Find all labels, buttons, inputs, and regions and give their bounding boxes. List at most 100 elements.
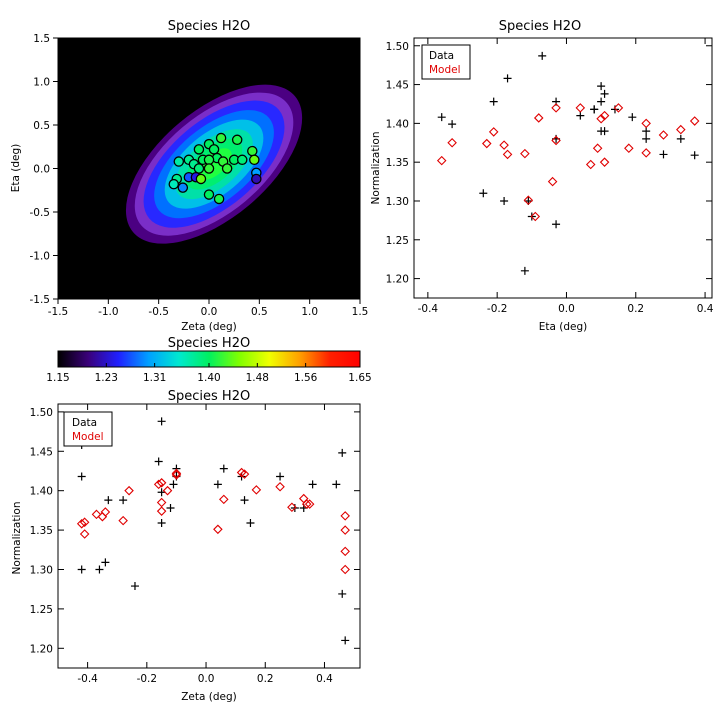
eta-plot-model-point bbox=[436, 155, 447, 166]
map-ytick-label: 0.0 bbox=[33, 164, 50, 176]
eta-plot-model-point bbox=[599, 110, 610, 121]
zeta-plot-model-point bbox=[340, 511, 350, 521]
zeta-plot-ytick-label: 1.40 bbox=[30, 486, 53, 498]
map-y-label: Eta (deg) bbox=[10, 144, 22, 193]
eta-plot-ytick-label: 1.25 bbox=[386, 235, 409, 247]
map-data-point bbox=[236, 154, 248, 166]
map-ytick-label: 0.5 bbox=[33, 120, 50, 132]
eta-plot-ytick-label: 1.50 bbox=[386, 41, 409, 53]
zeta-plot-model-point bbox=[340, 525, 350, 535]
eta-plot-data-point bbox=[628, 113, 637, 122]
zeta-plot-xtick-label: -0.2 bbox=[137, 673, 158, 685]
eta-plot-model-point bbox=[689, 116, 700, 126]
eta-plot-data-point bbox=[590, 105, 599, 114]
eta-plot-ytick-label: 1.45 bbox=[386, 80, 409, 92]
map-data-point bbox=[195, 173, 207, 185]
map-panel: Species H2O -1.5 -1.0 -0.5 0.0 0.5 1.0 1.5-1.5… bbox=[10, 19, 368, 333]
map-title: Species H2O bbox=[168, 19, 250, 34]
zeta-plot-model-point bbox=[79, 517, 90, 527]
eta-legend-box bbox=[421, 44, 471, 80]
zeta-plot-xtick-label: 0.4 bbox=[316, 673, 333, 685]
zeta-plot-model-point bbox=[156, 497, 167, 508]
map-data-point bbox=[173, 156, 185, 167]
map-data-point bbox=[168, 178, 180, 190]
map-xtick-label: -0.5 bbox=[148, 306, 169, 318]
zeta-legend-model: Model bbox=[72, 431, 104, 443]
zeta-plot-ytick-label: 1.45 bbox=[30, 446, 53, 458]
zeta-plot-model-point bbox=[153, 479, 164, 490]
zeta-plot-model-point bbox=[124, 485, 134, 496]
eta-plot-model-point bbox=[613, 103, 624, 113]
eta-plot-data-point bbox=[489, 97, 498, 106]
eta-plot-model-point bbox=[599, 157, 610, 167]
zeta-plot-data-point bbox=[169, 480, 178, 489]
eta-plot-data-point bbox=[642, 134, 651, 143]
zeta-plot-data-point bbox=[338, 589, 347, 598]
zeta-plot-model-point bbox=[275, 481, 285, 492]
eta-plot-model-point bbox=[658, 130, 669, 140]
colorbar-title: Species H2O bbox=[168, 336, 250, 351]
zeta-plot-marks bbox=[76, 417, 350, 645]
eta-plot-data-point bbox=[597, 97, 606, 106]
zeta-plot-data-point bbox=[246, 518, 255, 527]
zeta-plot-model-point bbox=[79, 529, 90, 539]
map-model-field bbox=[125, 84, 303, 244]
eta-plot-model-point bbox=[547, 176, 558, 187]
zeta-plot-data-point bbox=[157, 518, 166, 527]
zeta-plot-data-point bbox=[154, 457, 163, 466]
zeta-plot-ytick-label: 1.25 bbox=[30, 604, 53, 616]
eta-plot-model-point bbox=[551, 135, 561, 146]
eta-plot-data-point bbox=[676, 134, 685, 143]
eta-plot-xtick-label: -0.2 bbox=[487, 303, 508, 315]
eta-plot-data-point bbox=[597, 82, 606, 91]
eta-plot-data-point bbox=[479, 189, 488, 198]
zeta-plot-model-point bbox=[76, 519, 87, 529]
eta-plot-model-point bbox=[502, 149, 513, 160]
zeta-legend-box bbox=[63, 411, 113, 447]
map-ytick-label: -1.0 bbox=[30, 251, 51, 263]
map-xtick-label: -1.5 bbox=[48, 306, 69, 318]
map-data-point bbox=[203, 163, 215, 174]
map-data-point bbox=[215, 132, 227, 144]
eta-plot-panel: Species H2O -0.4 -0.2 0.0 0.2 0.4 1.20 1.25 1.3… bbox=[370, 19, 714, 333]
zeta-plot-title: Species H2O bbox=[168, 389, 250, 404]
eta-plot-data-point bbox=[500, 196, 509, 205]
eta-plot-model-point bbox=[481, 138, 492, 149]
zeta-plot-data-point bbox=[157, 488, 166, 497]
eta-plot-model-point bbox=[447, 137, 457, 148]
eta-plot-data-point bbox=[659, 150, 668, 159]
map-ytick-label: -0.5 bbox=[30, 207, 51, 219]
zeta-plot-data-point bbox=[101, 558, 110, 567]
zeta-plot-model-point bbox=[304, 499, 315, 509]
zeta-plot-data-point bbox=[77, 565, 86, 574]
eta-plot-legend: Data Model bbox=[421, 44, 471, 80]
zeta-plot-frame bbox=[57, 403, 361, 669]
eta-plot-title: Species H2O bbox=[499, 19, 581, 34]
eta-plot-data-point bbox=[520, 266, 529, 275]
map-axes: -1.5 -1.0 -0.5 0.0 0.5 1.0 1.5 -1.5 -1.0 -0.5 0.0 0… bbox=[30, 33, 369, 318]
eta-plot-xtick-label: 0.2 bbox=[627, 303, 644, 315]
eta-plot-model-point bbox=[488, 127, 499, 137]
eta-plot-data-point bbox=[503, 74, 512, 83]
map-data-point bbox=[177, 182, 189, 193]
zeta-plot-model-point bbox=[236, 467, 247, 478]
map-data-point bbox=[221, 163, 233, 174]
colorbar-tick-label: 1.40 bbox=[197, 372, 220, 384]
colorbar-tick-label: 1.65 bbox=[348, 372, 371, 384]
eta-plot-xtick-label: 0.0 bbox=[558, 303, 575, 315]
eta-plot-data-point bbox=[600, 127, 609, 136]
zeta-plot-data-point bbox=[157, 417, 166, 426]
eta-plot-x-label: Eta (deg) bbox=[539, 321, 588, 333]
zeta-legend-data: Data bbox=[72, 417, 97, 429]
map-xtick-label: -1.0 bbox=[98, 306, 119, 318]
eta-plot-model-point bbox=[523, 195, 534, 205]
zeta-plot-ytick-label: 1.50 bbox=[30, 407, 53, 419]
eta-plot-model-point bbox=[530, 211, 541, 222]
colorbar-tick-label: 1.23 bbox=[95, 372, 118, 384]
colorbar-tick-label: 1.31 bbox=[143, 372, 166, 384]
eta-plot-model-point bbox=[641, 118, 651, 129]
zeta-plot-data-point bbox=[104, 496, 113, 505]
eta-plot-ytick-label: 1.35 bbox=[386, 157, 409, 169]
map-ytick-label: 1.5 bbox=[33, 33, 50, 45]
map-ytick-label: -1.5 bbox=[30, 294, 51, 306]
